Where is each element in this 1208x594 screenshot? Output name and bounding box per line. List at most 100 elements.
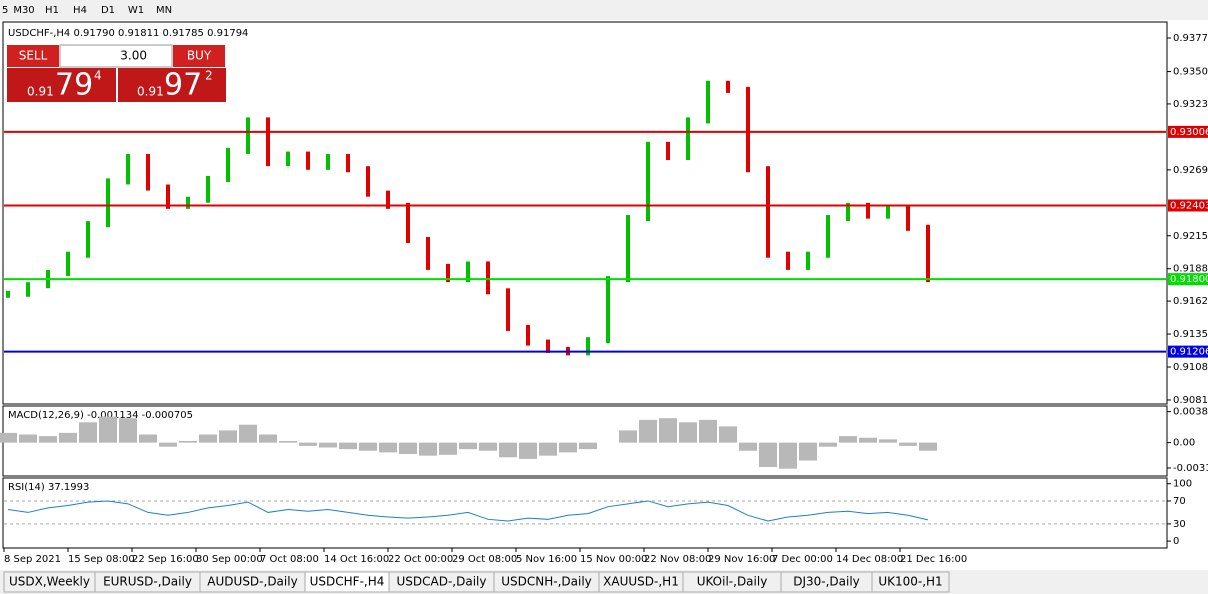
candle: [206, 175, 210, 203]
time-label: 15 Sep 08:00: [68, 554, 135, 565]
timeframe-button[interactable]: MN: [156, 5, 172, 16]
buy-price-box[interactable]: [118, 68, 226, 102]
macd-bar: [839, 436, 857, 443]
buy-price-pips: 97: [164, 68, 202, 103]
timeframe-button[interactable]: H4: [73, 5, 87, 16]
candle: [326, 154, 330, 170]
timeframe-button[interactable]: D1: [101, 5, 115, 16]
macd-bar: [439, 442, 457, 455]
macd-bar: [739, 442, 757, 451]
trade-panel: SELL 3.00 BUY 0.91 79 4 0.91 97 2: [7, 44, 226, 103]
tab[interactable]: [871, 571, 950, 593]
buy-label: BUY: [187, 49, 212, 63]
price-level-label: 0.91800: [1170, 274, 1208, 285]
sell-price-pips: 79: [55, 68, 93, 103]
macd-bar: [759, 442, 777, 468]
buy-price-big: 0.91: [137, 85, 164, 99]
macd-bar: [799, 442, 817, 461]
candle: [226, 147, 230, 182]
macd-tick-label: -0.003115: [1173, 463, 1208, 474]
price-tick-label: 0.92695: [1173, 165, 1208, 176]
time-label: 15 Nov 00:00: [580, 554, 647, 565]
candle: [86, 221, 90, 258]
macd-bar: [99, 416, 117, 443]
macd-bar: [879, 439, 897, 443]
timeframe-button[interactable]: H1: [45, 5, 59, 16]
sell-price-frac: 4: [94, 69, 102, 83]
macd-bar: [579, 442, 597, 450]
rsi-tick-label: 30: [1173, 519, 1186, 530]
tab-label: USDCNH-,Daily: [501, 575, 592, 589]
chart-header: USDCHF-,H4 0.91790 0.91811 0.91785 0.917…: [8, 28, 248, 39]
tab-label: XAUUSD-,H1: [603, 575, 679, 589]
candle: [686, 117, 690, 161]
price-level-tag: [1168, 199, 1208, 212]
price-tick-label: 0.92155: [1173, 231, 1208, 242]
price-level-tag: [1168, 125, 1208, 138]
macd-bar: [499, 442, 517, 458]
macd-bar: [519, 442, 537, 459]
price-level-label: 0.91206: [1170, 347, 1208, 358]
rsi-tick-label: 70: [1173, 496, 1186, 507]
candle: [726, 80, 730, 93]
macd-bar: [319, 442, 337, 448]
candle: [806, 251, 810, 270]
candle: [126, 154, 130, 185]
timeframe-button[interactable]: 5: [2, 5, 8, 16]
buy-button[interactable]: [173, 45, 225, 67]
macd-bar: [39, 436, 57, 443]
macd-bar: [359, 442, 377, 451]
candle: [366, 166, 370, 197]
candle: [866, 202, 870, 219]
tab-label: USDCAD-,Daily: [397, 575, 487, 589]
macd-tick-label: 0.00: [1173, 438, 1195, 449]
candle: [446, 263, 450, 283]
time-label: 29 Oct 08:00: [452, 554, 517, 565]
time-label: 21 Dec 16:00: [900, 554, 967, 565]
rsi-line: [7, 500, 929, 522]
macd-bar: [699, 419, 717, 443]
macd-bar: [279, 441, 297, 443]
candle: [426, 237, 430, 270]
toolbar: [0, 0, 1208, 20]
time-label: 30 Sep 00:00: [196, 554, 263, 565]
candle: [406, 202, 410, 244]
macd-bar: [79, 422, 97, 443]
lots-input[interactable]: [59, 44, 173, 68]
candle: [486, 261, 490, 295]
tab-label: DJ30-,Daily: [793, 575, 860, 589]
sell-button[interactable]: [7, 45, 59, 67]
macd-tick-label: 0.003811: [1173, 407, 1208, 418]
candle: [526, 324, 530, 346]
macd-bar: [259, 434, 277, 443]
candle: [906, 205, 910, 231]
macd-bar: [679, 422, 697, 443]
candle: [306, 151, 310, 170]
timeframe-button[interactable]: W1: [128, 5, 144, 16]
candle: [106, 178, 110, 228]
time-label: 22 Oct 00:00: [388, 554, 453, 565]
tab-label: USDCHF-,H4: [310, 575, 385, 589]
macd-bar: [379, 442, 397, 453]
sell-price-box[interactable]: [7, 68, 116, 102]
timeframe-button[interactable]: M30: [13, 5, 34, 16]
candle: [506, 288, 510, 331]
candle: [146, 154, 150, 191]
price-level-tag: [1168, 273, 1208, 286]
candle: [846, 202, 850, 222]
price-level-label: 0.93006: [1170, 127, 1208, 138]
macd-bar: [239, 424, 257, 443]
macd-bar: [179, 441, 197, 443]
tab-label: UKOil-,Daily: [697, 575, 768, 589]
macd-bar: [779, 442, 797, 469]
candle: [746, 86, 750, 173]
macd-bar: [59, 432, 77, 443]
macd-bar: [199, 434, 217, 443]
candle: [246, 117, 250, 154]
candle: [346, 154, 350, 173]
candle: [386, 190, 390, 209]
